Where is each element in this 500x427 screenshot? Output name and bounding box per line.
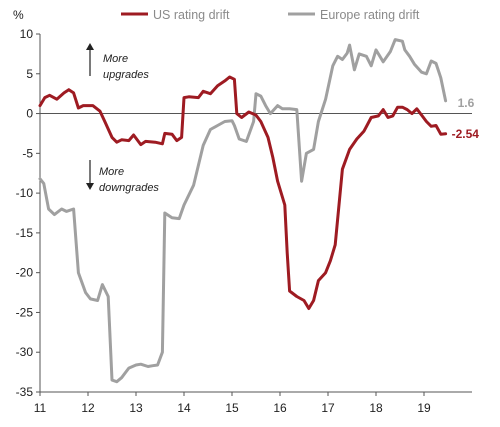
y-tick-label: -5 (22, 146, 33, 160)
end-label-europe: 1.6 (458, 96, 475, 110)
upgrades-label-line2: upgrades (103, 69, 149, 81)
legend-label-us: US rating drift (153, 8, 230, 22)
x-tick-label: 19 (417, 401, 431, 415)
downgrades-label-line2: downgrades (99, 182, 159, 194)
y-tick-label: -10 (16, 186, 34, 200)
up-arrowhead-icon (86, 43, 94, 50)
x-tick-label: 12 (81, 401, 95, 415)
series-line-us (38, 75, 448, 310)
x-tick-label: 18 (369, 401, 383, 415)
y-tick-label: 5 (26, 67, 33, 81)
downgrades-label-line1: More (99, 166, 124, 178)
x-tick-label: 13 (129, 401, 143, 415)
end-label-us: -2.54 (452, 127, 480, 141)
upgrades-label-line1: More (103, 53, 128, 65)
x-tick-label: 17 (321, 401, 335, 415)
y-tick-label: -35 (16, 385, 34, 399)
y-tick-label: 10 (20, 27, 34, 41)
x-tick-label: 16 (273, 401, 287, 415)
y-tick-label: -25 (16, 305, 34, 319)
y-tick-label: 0 (26, 107, 33, 121)
y-unit-label: % (13, 8, 24, 22)
down-arrowhead-icon (86, 183, 94, 190)
y-tick-label: -30 (16, 345, 34, 359)
upgrades-annotation: More upgrades (86, 43, 149, 81)
x-tick-label: 15 (225, 401, 239, 415)
downgrades-annotation: More downgrades (86, 160, 159, 194)
legend: US rating drift Europe rating drift (121, 8, 420, 22)
x-tick-label: 14 (177, 401, 191, 415)
legend-label-europe: Europe rating drift (320, 8, 420, 22)
x-tick-label: 11 (34, 401, 47, 415)
y-tick-label: -20 (16, 266, 34, 280)
series-line-europe (38, 38, 448, 384)
y-tick-label: -15 (16, 226, 34, 240)
